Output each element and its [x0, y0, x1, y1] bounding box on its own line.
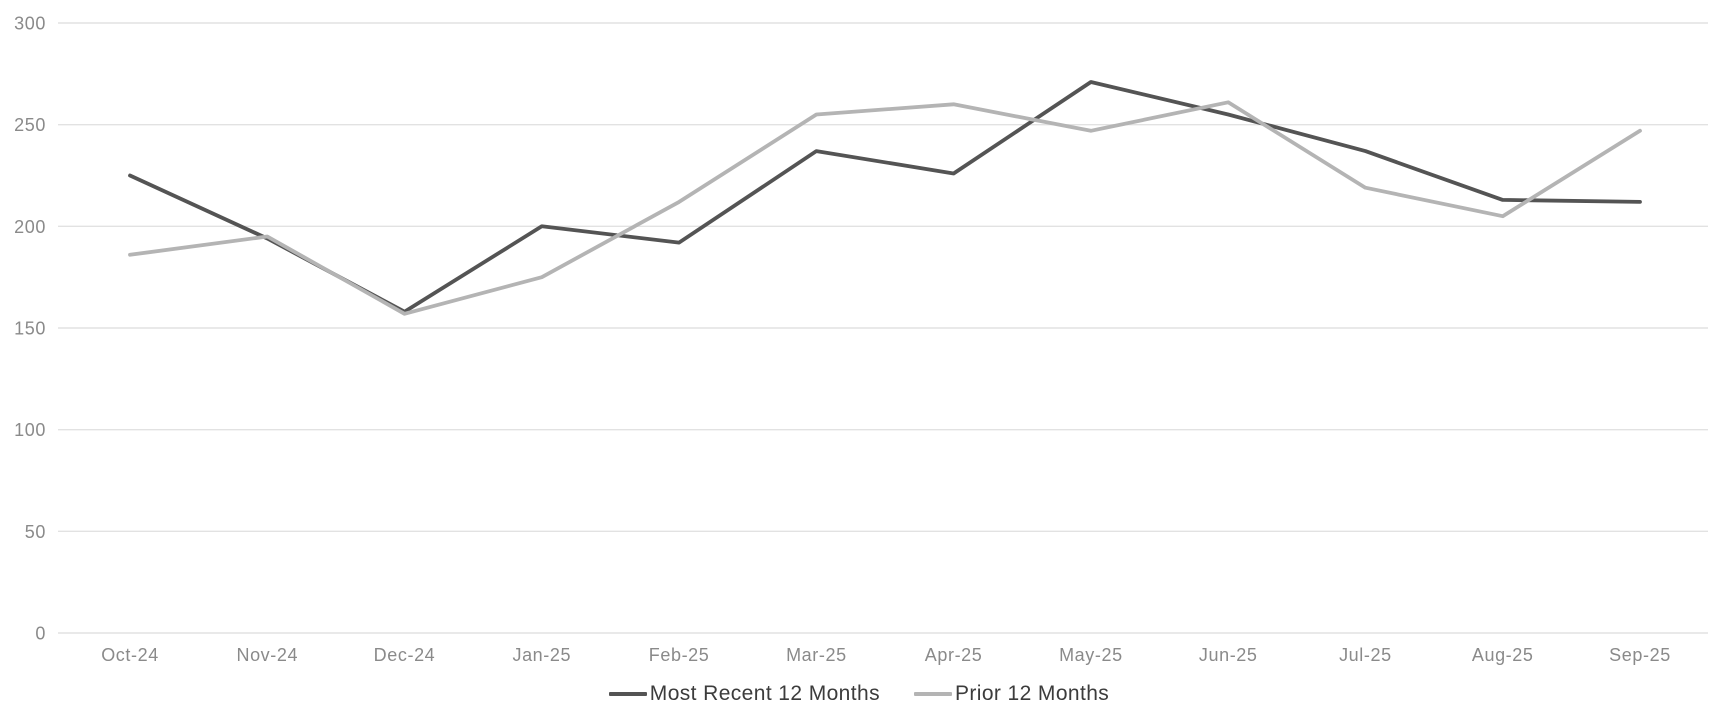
y-axis-tick-label: 50 — [25, 522, 46, 542]
x-axis-tick-label: Jun-25 — [1199, 645, 1258, 665]
legend-item-prior-12-months: Prior 12 Months — [913, 682, 1110, 706]
y-axis-tick-label: 150 — [14, 319, 46, 339]
legend-swatch-most-recent-12-months — [608, 692, 647, 696]
y-axis-tick-label: 250 — [14, 115, 46, 135]
legend-item-most-recent-12-months: Most Recent 12 Months — [608, 682, 880, 706]
series-line-prior-12-months — [128, 100, 1642, 316]
x-axis-tick-label: Jul-25 — [1339, 645, 1392, 665]
x-axis-tick-label: May-25 — [1059, 645, 1123, 665]
x-axis-tick-label: Jan-25 — [512, 645, 571, 665]
x-axis-tick-label: Dec-24 — [374, 645, 436, 665]
x-axis-tick-label: Oct-24 — [101, 645, 159, 665]
y-axis-tick-label: 200 — [14, 217, 46, 237]
y-axis-tick-label: 100 — [14, 420, 46, 440]
legend-swatch-prior-12-months — [913, 692, 952, 696]
x-axis-tick-label: Nov-24 — [236, 645, 298, 665]
x-axis-tick-label: Apr-25 — [925, 645, 983, 665]
legend-label-most-recent-12-months: Most Recent 12 Months — [649, 682, 880, 705]
x-axis-tick-label: Aug-25 — [1472, 645, 1534, 665]
y-axis-tick-label: 300 — [14, 14, 46, 34]
x-axis-tick-label: Feb-25 — [649, 645, 710, 665]
y-axis-tick-label: 0 — [35, 624, 46, 644]
legend: Most Recent 12 Months Prior 12 Months — [0, 682, 1718, 706]
x-axis-tick-label: Sep-25 — [1609, 645, 1671, 665]
x-axis-tick-label: Mar-25 — [786, 645, 847, 665]
legend-label-prior-12-months: Prior 12 Months — [954, 682, 1110, 705]
